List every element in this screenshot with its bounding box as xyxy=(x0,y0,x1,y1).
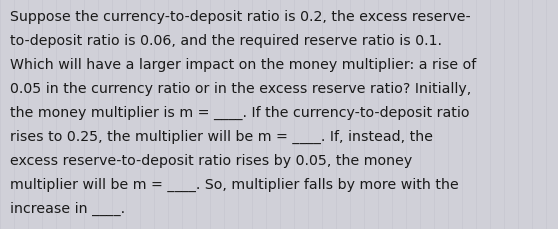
Text: Suppose the currency-to-deposit ratio is 0.2, the excess reserve-: Suppose the currency-to-deposit ratio is… xyxy=(10,10,471,24)
Text: increase in ____.: increase in ____. xyxy=(10,201,125,215)
Text: multiplier will be m = ____. So, multiplier falls by more with the: multiplier will be m = ____. So, multipl… xyxy=(10,177,459,191)
Text: Which will have a larger impact on the money multiplier: a rise of: Which will have a larger impact on the m… xyxy=(10,58,477,72)
Text: to-deposit ratio is 0.06, and the required reserve ratio is 0.1.: to-deposit ratio is 0.06, and the requir… xyxy=(10,34,442,48)
Text: the money multiplier is m = ____. If the currency-to-deposit ratio: the money multiplier is m = ____. If the… xyxy=(10,106,469,120)
Text: rises to 0.25, the multiplier will be m = ____. If, instead, the: rises to 0.25, the multiplier will be m … xyxy=(10,129,433,143)
Text: 0.05 in the currency ratio or in the excess reserve ratio? Initially,: 0.05 in the currency ratio or in the exc… xyxy=(10,82,472,96)
Text: excess reserve-to-deposit ratio rises by 0.05, the money: excess reserve-to-deposit ratio rises by… xyxy=(10,153,412,167)
